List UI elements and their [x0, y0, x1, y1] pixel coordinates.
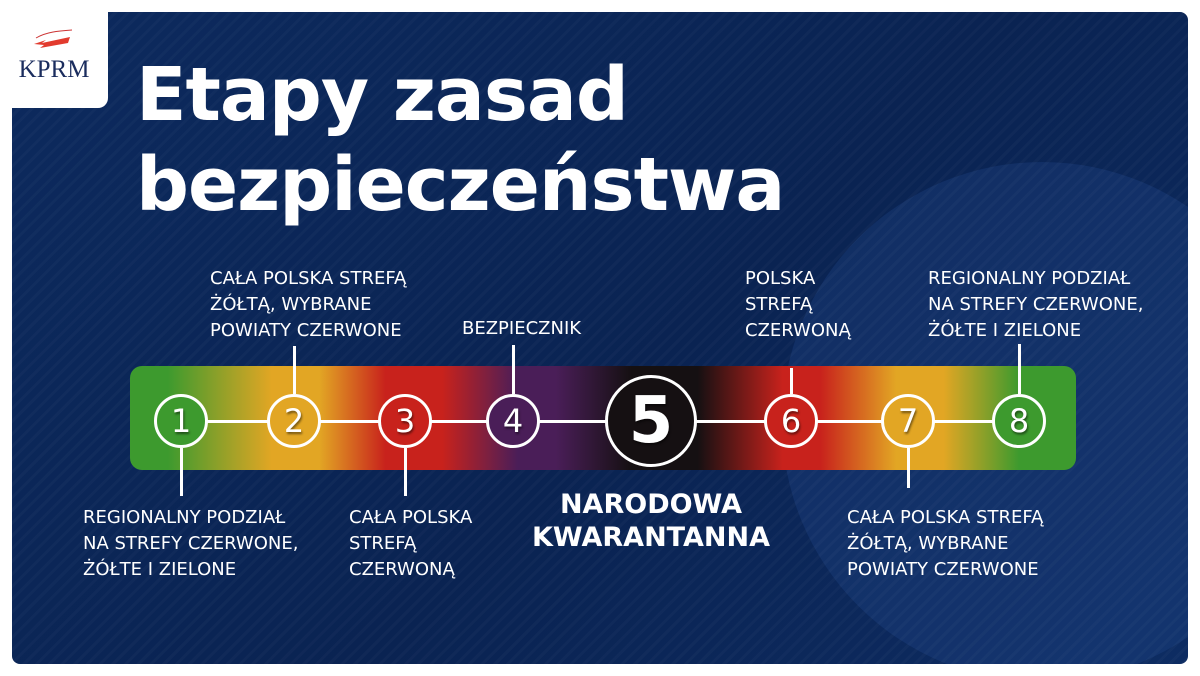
stage-7-label: CAŁA POLSKA STREFĄ ŻÓŁTĄ, WYBRANE POWIATY …	[847, 505, 1043, 583]
stage-4-label: BEZPIECZNIK	[462, 316, 581, 342]
stage-7-pointer-line	[907, 448, 910, 488]
stage-label-line: CAŁA POLSKA STREFĄ	[847, 507, 1044, 528]
stage-label-line: NA STREFY CZERWONE,	[83, 533, 299, 554]
polish-flag-icon	[34, 29, 73, 48]
stage-label-line: REGIONALNY PODZIAŁ	[928, 268, 1131, 289]
infographic-panel	[12, 12, 1188, 664]
stage-6-pointer-line	[790, 368, 793, 394]
stage-5-circle: 5	[605, 375, 697, 467]
stage-2-circle: 2	[267, 394, 321, 448]
title-line-2: bezpieczeństwa	[136, 142, 785, 228]
stage-3-label: CAŁA POLSKA STREFĄ CZERWONĄ	[349, 505, 472, 583]
stage-label-line: CAŁA POLSKA	[349, 507, 473, 528]
stage-label-line: STREFĄ	[349, 533, 417, 554]
stage-1-circle: 1	[154, 394, 208, 448]
stage-1-pointer-line	[180, 448, 183, 496]
stage-6-circle: 6	[764, 394, 818, 448]
stage-label-line: POWIATY CZERWONE	[210, 320, 402, 341]
stage-label-line: POWIATY CZERWONE	[847, 559, 1039, 580]
stage-6-label: POLSKA STREFĄ CZERWONĄ	[745, 266, 851, 344]
stage-1-label: REGIONALNY PODZIAŁ NA STREFY CZERWONE, ŻÓŁ…	[83, 505, 298, 583]
stage-label-line: ŻÓŁTĄ, WYBRANE	[210, 294, 372, 315]
stage-3-pointer-line	[404, 448, 407, 496]
stage-label-line: BEZPIECZNIK	[462, 318, 582, 339]
stage-label-line: KWARANTANNA	[532, 522, 770, 553]
logo-text: KPRM	[18, 56, 90, 83]
stage-label-line: ŻÓŁTE I ZIELONE	[83, 559, 237, 580]
stages-connector-line	[181, 420, 1019, 423]
stage-7-circle: 7	[881, 394, 935, 448]
stage-8-circle: 8	[992, 394, 1046, 448]
stage-4-circle: 4	[486, 394, 540, 448]
stage-3-circle: 3	[378, 394, 432, 448]
stage-8-pointer-line	[1018, 344, 1021, 394]
stage-label-line: NA STREFY CZERWONE,	[928, 294, 1144, 315]
stage-label-line: CAŁA POLSKA STREFĄ	[210, 268, 407, 289]
stage-label-line: CZERWONĄ	[745, 320, 851, 341]
stage-label-line: NARODOWA	[559, 489, 743, 520]
stage-label-line: ŻÓŁTE I ZIELONE	[928, 320, 1082, 341]
stage-label-line: REGIONALNY PODZIAŁ	[83, 507, 286, 528]
stage-label-line: CZERWONĄ	[349, 559, 455, 580]
stage-label-line: ŻÓŁTĄ, WYBRANE	[847, 533, 1009, 554]
stage-4-pointer-line	[512, 345, 515, 394]
stage-label-line: POLSKA	[745, 268, 816, 289]
stage-2-pointer-line	[293, 346, 296, 394]
stage-8-label: REGIONALNY PODZIAŁ NA STREFY CZERWONE, ŻÓŁ…	[928, 266, 1143, 344]
stage-5-label: NARODOWA KWARANTANNA	[500, 488, 802, 554]
stage-label-line: STREFĄ	[745, 294, 813, 315]
stage-2-label: CAŁA POLSKA STREFĄ ŻÓŁTĄ, WYBRANE POWIATY …	[210, 266, 406, 344]
kprm-logo: KPRM	[0, 0, 108, 108]
title-line-1: Etapy zasad	[136, 52, 629, 138]
